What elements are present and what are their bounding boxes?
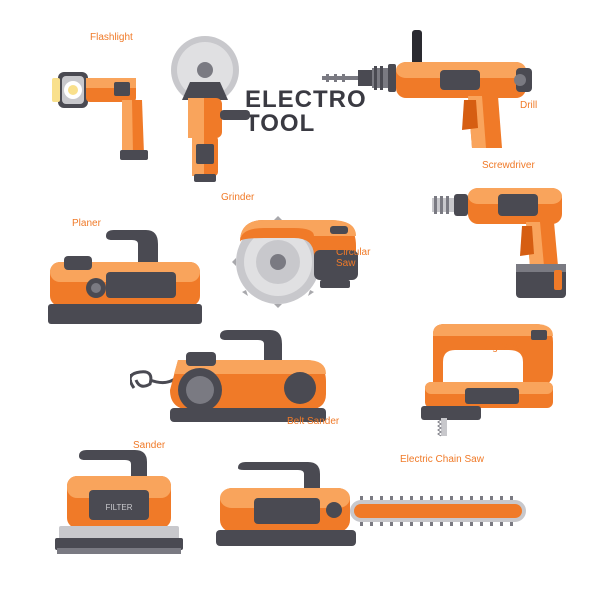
tool-screwdriver [430,170,570,310]
label-planer: Planer [72,218,101,229]
label-sander: Sander [133,440,165,451]
label-screwdriver: Screwdriver [482,160,535,171]
label-belt-sander: Belt Sander [287,416,339,427]
tool-planer [46,228,206,338]
label-circular-saw: Circular Saw [336,247,370,269]
tool-grinder [150,32,280,192]
tool-drill [320,28,540,158]
tool-sander: FILTER [55,450,185,560]
tool-electric-chain-saw [210,460,540,560]
label-jig-saw: Jig Saw [485,342,520,353]
label-flashlight: Flashlight [90,32,133,43]
label-electric-chain-saw: Electric Chain Saw [400,454,484,465]
tool-jig-saw [415,320,565,440]
label-drill: Drill [520,100,537,111]
tool-belt-sander [130,330,330,430]
svg-text:FILTER: FILTER [106,503,133,512]
